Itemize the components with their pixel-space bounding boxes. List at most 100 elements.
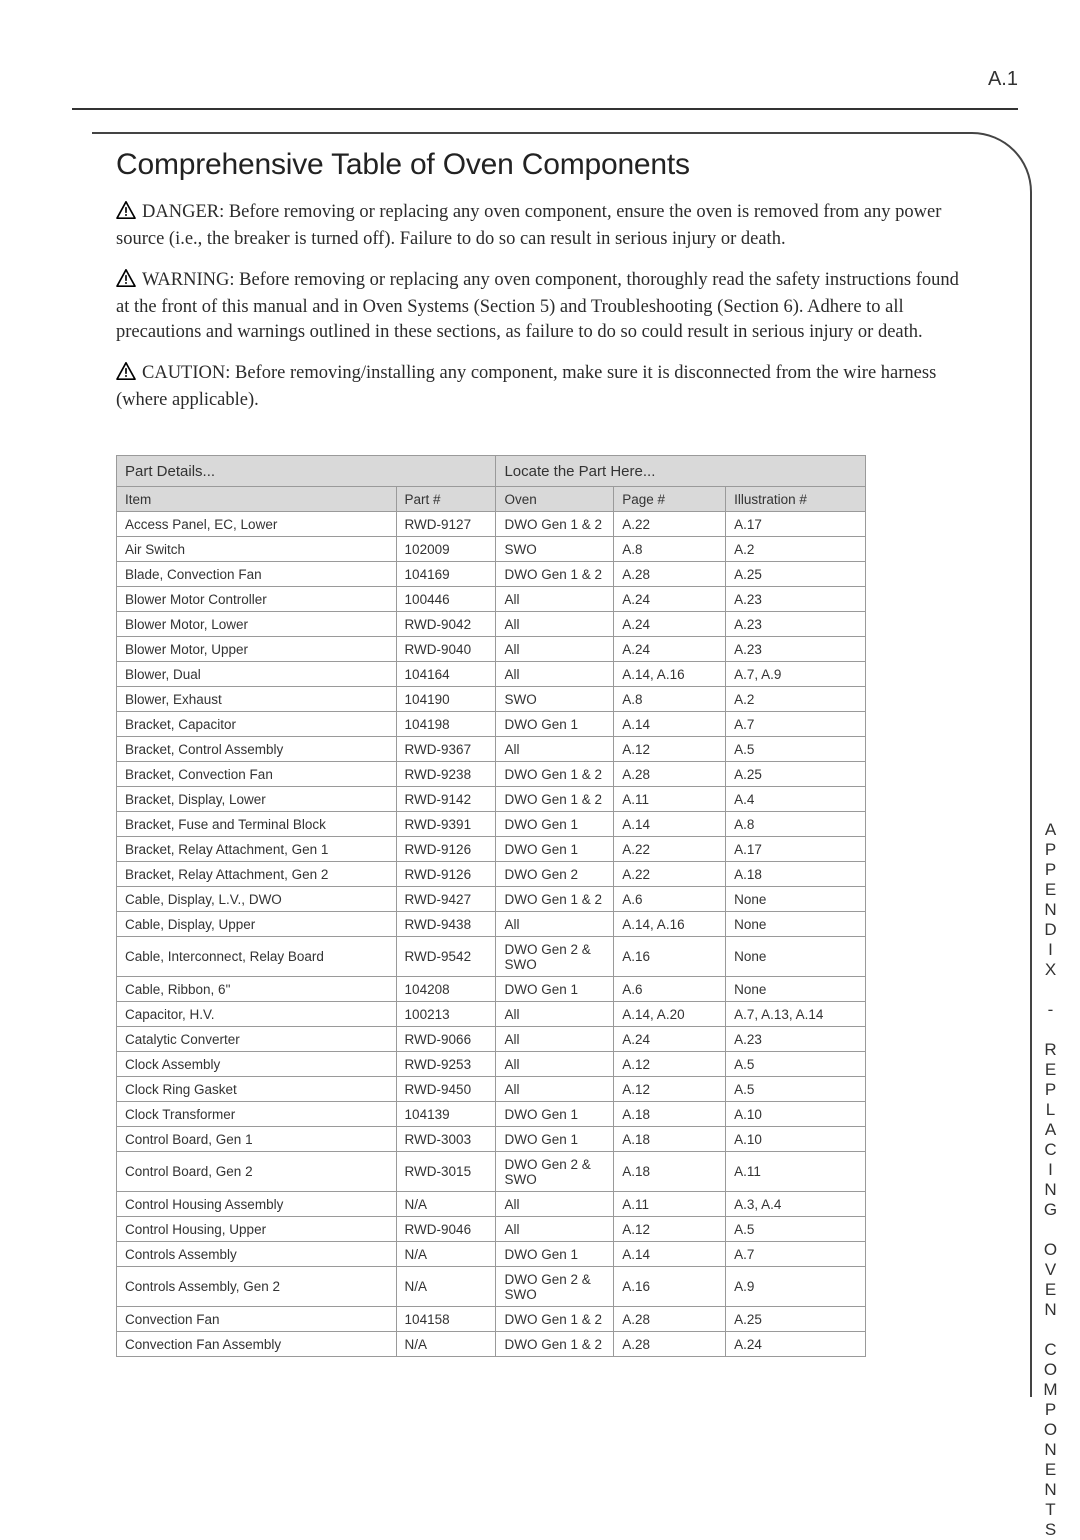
table-cell: 104164 <box>396 661 496 686</box>
table-cell: RWD-3003 <box>396 1126 496 1151</box>
table-cell: A.8 <box>614 686 726 711</box>
table-cell: Bracket, Convection Fan <box>117 761 397 786</box>
table-cell: Control Housing, Upper <box>117 1216 397 1241</box>
table-cell: Capacitor, H.V. <box>117 1001 397 1026</box>
table-cell: All <box>496 611 614 636</box>
table-cell: A.14, A.16 <box>614 661 726 686</box>
table-cell: A.10 <box>726 1126 866 1151</box>
table-cell: DWO Gen 2 & SWO <box>496 1151 614 1191</box>
table-row: Bracket, Display, LowerRWD-9142DWO Gen 1… <box>117 786 866 811</box>
table-cell: A.12 <box>614 1076 726 1101</box>
table-row: Bracket, Control AssemblyRWD-9367AllA.12… <box>117 736 866 761</box>
table-cell: RWD-3015 <box>396 1151 496 1191</box>
table-cell: None <box>726 976 866 1001</box>
table-cell: DWO Gen 1 & 2 <box>496 886 614 911</box>
table-cell: Control Board, Gen 1 <box>117 1126 397 1151</box>
table-cell: SWO <box>496 686 614 711</box>
table-cell: RWD-9042 <box>396 611 496 636</box>
table-cell: RWD-9142 <box>396 786 496 811</box>
table-cell: All <box>496 1026 614 1051</box>
table-cell: A.5 <box>726 1051 866 1076</box>
table-cell: Bracket, Control Assembly <box>117 736 397 761</box>
superheader-part-details: Part Details... <box>117 455 496 486</box>
col-page: Page # <box>614 486 726 511</box>
side-label: APPENDIX - REPLACING OVEN COMPONENTS <box>1040 820 1060 1540</box>
table-cell: All <box>496 1001 614 1026</box>
table-cell: A.7, A.9 <box>726 661 866 686</box>
table-cell: 104208 <box>396 976 496 1001</box>
table-row: Access Panel, EC, LowerRWD-9127DWO Gen 1… <box>117 511 866 536</box>
table-row: Blade, Convection Fan104169DWO Gen 1 & 2… <box>117 561 866 586</box>
table-cell: Clock Transformer <box>117 1101 397 1126</box>
table-cell: A.4 <box>726 786 866 811</box>
table-cell: DWO Gen 1 <box>496 976 614 1001</box>
table-cell: 104158 <box>396 1306 496 1331</box>
table-cell: Controls Assembly, Gen 2 <box>117 1266 397 1306</box>
table-cell: RWD-9391 <box>396 811 496 836</box>
table-cell: A.14, A.20 <box>614 1001 726 1026</box>
table-row: Bracket, Convection FanRWD-9238DWO Gen 1… <box>117 761 866 786</box>
table-row: Blower Motor, UpperRWD-9040AllA.24A.23 <box>117 636 866 661</box>
table-cell: Bracket, Display, Lower <box>117 786 397 811</box>
table-cell: A.8 <box>614 536 726 561</box>
table-cell: DWO Gen 1 & 2 <box>496 1331 614 1356</box>
table-row: Catalytic ConverterRWD-9066AllA.24A.23 <box>117 1026 866 1051</box>
parts-table: Part Details... Locate the Part Here... … <box>116 455 866 1357</box>
table-cell: A.23 <box>726 1026 866 1051</box>
table-cell: A.23 <box>726 611 866 636</box>
table-cell: A.14, A.16 <box>614 911 726 936</box>
table-cell: All <box>496 636 614 661</box>
table-cell: All <box>496 661 614 686</box>
table-cell: DWO Gen 1 & 2 <box>496 786 614 811</box>
table-cell: DWO Gen 2 & SWO <box>496 936 614 976</box>
table-cell: Air Switch <box>117 536 397 561</box>
table-cell: A.12 <box>614 1216 726 1241</box>
table-cell: All <box>496 1191 614 1216</box>
table-cell: A.24 <box>614 636 726 661</box>
page: A.1 Comprehensive Table of Oven Componen… <box>0 0 1080 1397</box>
table-cell: A.11 <box>614 786 726 811</box>
table-cell: DWO Gen 1 & 2 <box>496 561 614 586</box>
content-area: Comprehensive Table of Oven Components D… <box>116 140 976 1357</box>
table-cell: DWO Gen 1 & 2 <box>496 761 614 786</box>
table-row: Control Board, Gen 2RWD-3015DWO Gen 2 & … <box>117 1151 866 1191</box>
table-cell: A.14 <box>614 811 726 836</box>
table-cell: RWD-9126 <box>396 861 496 886</box>
table-cell: A.12 <box>614 736 726 761</box>
table-cell: A.22 <box>614 861 726 886</box>
page-title: Comprehensive Table of Oven Components <box>116 148 976 182</box>
table-cell: A.5 <box>726 1216 866 1241</box>
table-cell: RWD-9046 <box>396 1216 496 1241</box>
table-row: Controls Assembly, Gen 2N/ADWO Gen 2 & S… <box>117 1266 866 1306</box>
table-cell: Cable, Display, Upper <box>117 911 397 936</box>
table-cell: N/A <box>396 1331 496 1356</box>
table-cell: A.22 <box>614 836 726 861</box>
table-cell: DWO Gen 1 <box>496 1126 614 1151</box>
table-cell: A.18 <box>614 1151 726 1191</box>
warning-icon <box>116 362 136 388</box>
warning-text: WARNING: Before removing or replacing an… <box>116 270 959 342</box>
table-row: Clock Transformer104139DWO Gen 1A.18A.10 <box>117 1101 866 1126</box>
table-row: Blower, Exhaust104190SWOA.8A.2 <box>117 686 866 711</box>
col-item: Item <box>117 486 397 511</box>
table-cell: DWO Gen 1 & 2 <box>496 1306 614 1331</box>
table-cell: Convection Fan <box>117 1306 397 1331</box>
table-cell: None <box>726 936 866 976</box>
table-row: Cable, Display, L.V., DWORWD-9427DWO Gen… <box>117 886 866 911</box>
table-cell: Blade, Convection Fan <box>117 561 397 586</box>
table-row: Clock Ring GasketRWD-9450AllA.12A.5 <box>117 1076 866 1101</box>
table-cell: A.23 <box>726 586 866 611</box>
table-cell: A.25 <box>726 561 866 586</box>
table-cell: RWD-9126 <box>396 836 496 861</box>
table-cell: A.16 <box>614 1266 726 1306</box>
table-cell: A.5 <box>726 736 866 761</box>
table-cell: Blower, Dual <box>117 661 397 686</box>
top-rule <box>72 108 1018 110</box>
table-cell: A.5 <box>726 1076 866 1101</box>
table-cell: A.2 <box>726 536 866 561</box>
table-cell: N/A <box>396 1241 496 1266</box>
table-cell: 100446 <box>396 586 496 611</box>
table-cell: 102009 <box>396 536 496 561</box>
table-row: Bracket, Fuse and Terminal BlockRWD-9391… <box>117 811 866 836</box>
table-row: Blower, Dual104164AllA.14, A.16A.7, A.9 <box>117 661 866 686</box>
